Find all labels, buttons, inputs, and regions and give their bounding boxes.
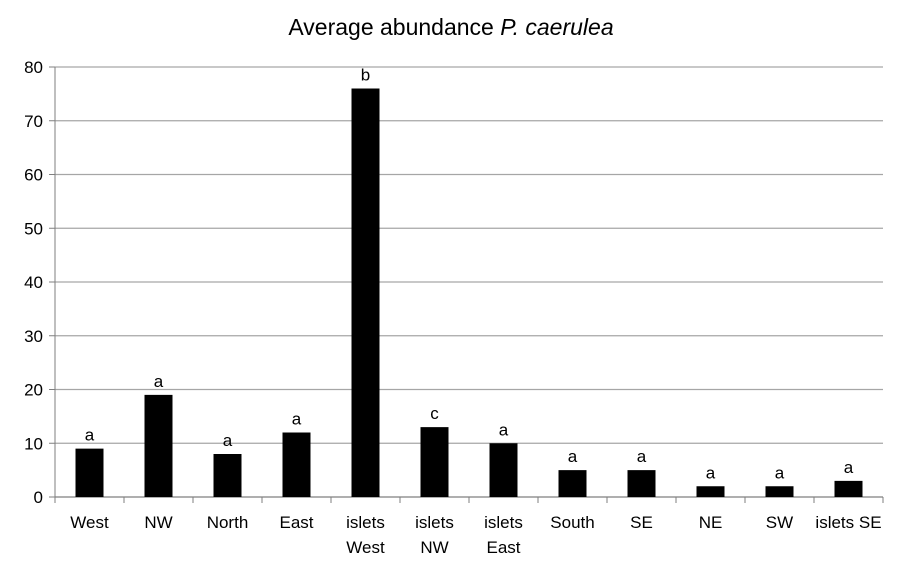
y-tick-label: 50 (24, 219, 43, 238)
x-tick-label: NW (144, 513, 172, 532)
y-tick-label: 80 (24, 58, 43, 77)
x-tick-label: South (550, 513, 594, 532)
x-tick-label: North (207, 513, 249, 532)
y-tick-label: 30 (24, 327, 43, 346)
data-label: a (568, 447, 578, 466)
x-tick-label: East (486, 538, 520, 557)
y-tick-label: 0 (34, 488, 43, 507)
x-tick-label: East (279, 513, 313, 532)
data-label: c (430, 404, 439, 423)
x-tick-label: islets (415, 513, 454, 532)
bar (765, 486, 794, 497)
y-tick-label: 40 (24, 273, 43, 292)
x-tick-label: islets (346, 513, 385, 532)
bar (75, 448, 104, 497)
bar (558, 470, 587, 497)
x-tick-label: islets (484, 513, 523, 532)
data-label: a (85, 426, 95, 445)
data-label: a (223, 431, 233, 450)
x-tick-label: NW (420, 538, 448, 557)
bar (213, 454, 242, 497)
bar (420, 427, 449, 497)
data-label: a (844, 458, 854, 477)
x-tick-label: West (346, 538, 385, 557)
x-tick-label: SE (630, 513, 653, 532)
x-tick-label: SW (766, 513, 793, 532)
y-tick-label: 70 (24, 112, 43, 131)
bar (282, 432, 311, 497)
data-label: a (292, 410, 302, 429)
bar (489, 443, 518, 497)
data-label: a (499, 420, 509, 439)
bar (834, 480, 863, 497)
x-tick-label: West (70, 513, 109, 532)
bar (627, 470, 656, 497)
bar (696, 486, 725, 497)
chart-title-species: P. caerulea (500, 14, 614, 40)
x-tick-label: islets SE (815, 513, 881, 532)
y-tick-label: 10 (24, 434, 43, 453)
y-tick-label: 20 (24, 381, 43, 400)
bar (351, 88, 380, 497)
bar (144, 394, 173, 497)
data-label: a (154, 372, 164, 391)
x-tick-label: NE (699, 513, 723, 532)
data-label: a (706, 463, 716, 482)
y-tick-label: 60 (24, 166, 43, 185)
data-label: a (775, 463, 785, 482)
data-label: a (637, 447, 647, 466)
chart-title-text: Average abundance (288, 14, 494, 40)
data-label: b (361, 66, 370, 85)
chart-title: Average abundance P. caerulea (0, 14, 902, 41)
